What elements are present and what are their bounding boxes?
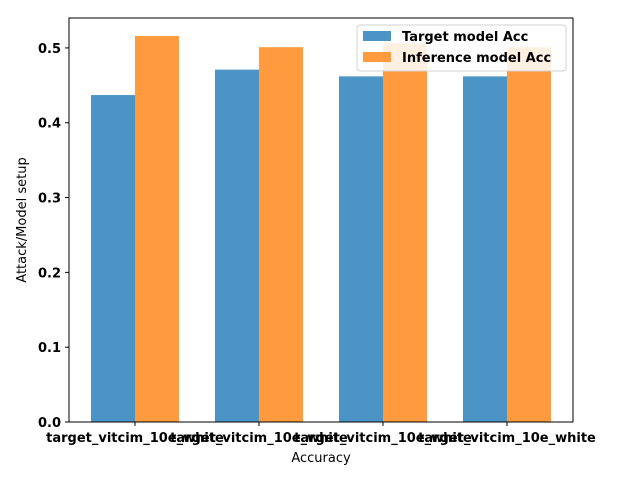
y-axis-ticks: 0.0 0.1 0.2 0.3 0.4 0.5 <box>38 42 69 431</box>
x-tick-label-0: target_vitcim_10e_white <box>46 431 224 446</box>
plot-frame <box>68 17 574 423</box>
y-tick-label-1: 0.1 <box>38 341 61 356</box>
x-axis-label: Accuracy <box>291 451 351 466</box>
y-tick-label-4: 0.4 <box>38 117 61 132</box>
x-axis-ticks: target_vitcim_10e_whitetarget_vitcim_10e… <box>46 422 596 446</box>
bar-series-0-cat-3 <box>463 76 507 422</box>
legend-label-0: Target model Acc <box>402 30 528 45</box>
bars-group <box>91 35 551 423</box>
x-tick-label-1: target_vitcim_10e_white <box>170 431 348 446</box>
y-tick-label-0: 0.0 <box>38 416 61 431</box>
legend-label-1: Inference model Acc <box>402 51 551 66</box>
legend-frame <box>356 24 567 72</box>
bar-series-1-cat-3 <box>507 47 551 423</box>
bar-series-0-cat-0 <box>91 95 135 422</box>
x-tick-label-2: target_vitcim_10e_white <box>294 431 472 446</box>
bar-series-0-cat-1 <box>215 69 259 422</box>
legend-swatch-0 <box>363 31 391 41</box>
legend-swatch-1 <box>363 52 391 62</box>
x-tick-label-3: target_vitcim_10e_white <box>418 431 596 446</box>
y-tick-label-3: 0.3 <box>38 192 61 207</box>
bar-series-1-cat-0 <box>135 35 179 422</box>
bar-series-0-cat-2 <box>339 76 383 422</box>
bar-series-1-cat-1 <box>259 47 303 423</box>
legend: Target model Acc Inference model Acc <box>356 24 567 72</box>
bar-series-1-cat-2 <box>383 43 427 422</box>
y-tick-label-5: 0.5 <box>38 42 61 57</box>
y-axis-label: Attack/Model setup <box>15 157 30 282</box>
y-tick-label-2: 0.2 <box>38 266 61 281</box>
